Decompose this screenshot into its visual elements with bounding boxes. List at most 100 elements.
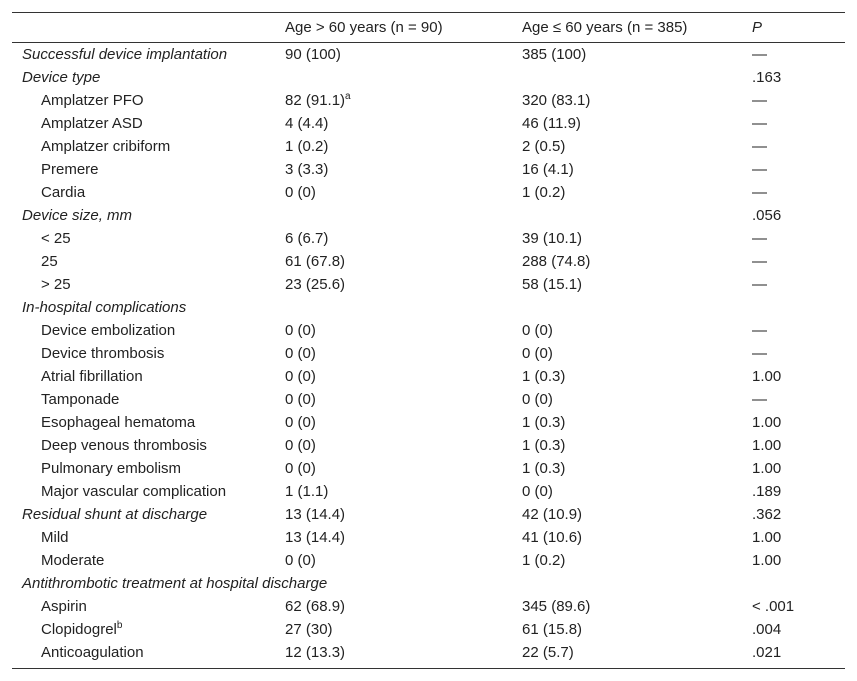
item-row: Amplatzer PFO 82 (91.1)a 320 (83.1) — <box>12 89 845 112</box>
value-cell <box>275 204 512 227</box>
value-cell <box>512 66 742 89</box>
section-row: Device size, mm .056 <box>12 204 845 227</box>
value-cell: — <box>752 138 767 155</box>
value-cell: — <box>752 161 767 178</box>
value-cell: 1.00 <box>752 529 782 546</box>
value-cell: 1 (0.3) <box>522 414 566 431</box>
item-row: Premere 3 (3.3) 16 (4.1) — <box>12 158 845 181</box>
value-cell: 0 (0) <box>285 368 316 385</box>
value-cell: 13 (14.4) <box>285 529 346 546</box>
section-label: Device size, mm <box>22 207 133 224</box>
value-cell: — <box>752 184 767 201</box>
value-cell: .021 <box>752 644 782 661</box>
value-cell: 345 (89.6) <box>522 598 591 615</box>
value-cell: — <box>752 345 767 362</box>
row-label: Aspirin <box>41 598 87 615</box>
value-cell: 0 (0) <box>522 345 553 362</box>
value-cell: 1.00 <box>752 414 782 431</box>
row-label: Pulmonary embolism <box>41 460 182 477</box>
value-cell: 41 (10.6) <box>522 529 583 546</box>
item-row: Major vascular complication 1 (1.1) 0 (0).… <box>12 480 845 503</box>
value-cell <box>742 572 845 595</box>
section-row: Antithrombotic treatment at hospital dis… <box>12 572 845 595</box>
value-cell: — <box>752 253 767 270</box>
value-cell: 0 (0) <box>285 184 316 201</box>
value-cell: 0 (0) <box>285 391 316 408</box>
item-row: Esophageal hematoma 0 (0) 1 (0.3) 1.00 <box>12 411 845 434</box>
item-row: Aspirin 62 (68.9) 345 (89.6) < .001 <box>12 595 845 618</box>
value-cell: 1 (0.2) <box>285 138 329 155</box>
value-cell: 288 (74.8) <box>522 253 591 270</box>
value-cell: 16 (4.1) <box>522 161 574 178</box>
value-cell: 61 (67.8) <box>285 253 346 270</box>
item-row: Pulmonary embolism 0 (0) 1 (0.3) 1.00 <box>12 457 845 480</box>
row-label: Clopidogrelb <box>12 618 275 641</box>
row-label: Anticoagulation <box>41 644 144 661</box>
item-row: 25 61 (67.8) 288 (74.8) — <box>12 250 845 273</box>
value-cell <box>512 204 742 227</box>
section-label: Antithrombotic treatment at hospital dis… <box>22 575 328 592</box>
row-label: Premere <box>41 161 99 178</box>
value-cell: .362 <box>752 506 782 523</box>
value-cell: 0 (0) <box>522 483 553 500</box>
value-cell: 1.00 <box>752 368 782 385</box>
item-row: Tamponade 0 (0) 0 (0) — <box>12 388 845 411</box>
value-cell: — <box>752 322 767 339</box>
value-cell: — <box>752 276 767 293</box>
value-cell: 0 (0) <box>285 414 316 431</box>
value-cell: 82 (91.1)a <box>275 89 512 112</box>
cell-text: Clopidogrel <box>41 621 117 638</box>
header-cell: Age ≤ 60 years (n = 385) <box>512 12 742 43</box>
row-label: Mild <box>41 529 69 546</box>
value-cell: 1.00 <box>752 437 782 454</box>
section-row: In-hospital complications <box>12 296 845 319</box>
section-row: Residual shunt at discharge 13 (14.4) 42 (… <box>12 503 845 526</box>
value-cell <box>275 66 512 89</box>
value-cell: — <box>752 46 767 63</box>
table-header: Age > 60 years (n = 90) Age ≤ 60 years (… <box>12 12 845 43</box>
value-cell: 39 (10.1) <box>522 230 583 247</box>
item-row: Cardia 0 (0) 1 (0.2) — <box>12 181 845 204</box>
value-cell <box>742 296 845 319</box>
value-cell: 23 (25.6) <box>285 276 346 293</box>
item-row: Mild 13 (14.4) 41 (10.6) 1.00 <box>12 526 845 549</box>
value-cell: 320 (83.1) <box>522 92 591 109</box>
cell-text: 82 (91.1) <box>285 92 346 109</box>
row-label: Cardia <box>41 184 86 201</box>
value-cell: 4 (4.4) <box>285 115 329 132</box>
row-label: Atrial fibrillation <box>41 368 143 385</box>
section-label: Successful device implantation <box>22 46 228 63</box>
value-cell: 42 (10.9) <box>522 506 583 523</box>
value-cell: 22 (5.7) <box>522 644 574 661</box>
item-row: Amplatzer ASD 4 (4.4) 46 (11.9) — <box>12 112 845 135</box>
value-cell: 0 (0) <box>285 345 316 362</box>
item-row: Clopidogrelb 27 (30) 61 (15.8) .004 <box>12 618 845 641</box>
header-cell: P <box>742 12 845 43</box>
value-cell: 58 (15.1) <box>522 276 583 293</box>
value-cell: 1.00 <box>752 460 782 477</box>
section-label: Device type <box>22 69 101 86</box>
value-cell: 6 (6.7) <box>285 230 329 247</box>
item-row: > 25 23 (25.6) 58 (15.1) — <box>12 273 845 296</box>
value-cell: .004 <box>752 621 782 638</box>
row-label: Amplatzer cribiform <box>41 138 171 155</box>
value-cell: < .001 <box>752 598 795 615</box>
item-row: Deep venous thrombosis 0 (0) 1 (0.3) 1.00 <box>12 434 845 457</box>
value-cell: — <box>752 391 767 408</box>
value-cell <box>512 572 742 595</box>
row-label: > 25 <box>41 276 71 293</box>
item-row: Device embolization 0 (0) 0 (0) — <box>12 319 845 342</box>
value-cell: 0 (0) <box>522 391 553 408</box>
value-cell: 61 (15.8) <box>522 621 583 638</box>
results-table: Age > 60 years (n = 90) Age ≤ 60 years (… <box>12 12 845 669</box>
item-row: Moderate 0 (0) 1 (0.2) 1.00 <box>12 549 845 572</box>
value-cell: .056 <box>752 207 782 224</box>
item-row: Amplatzer cribiform 1 (0.2) 2 (0.5) — <box>12 135 845 158</box>
row-label: Device thrombosis <box>41 345 165 362</box>
value-cell: 62 (68.9) <box>285 598 346 615</box>
row-label: Device embolization <box>41 322 176 339</box>
header-cell: Age > 60 years (n = 90) <box>275 12 512 43</box>
row-label: Esophageal hematoma <box>41 414 196 431</box>
value-cell: 1 (0.2) <box>522 552 566 569</box>
